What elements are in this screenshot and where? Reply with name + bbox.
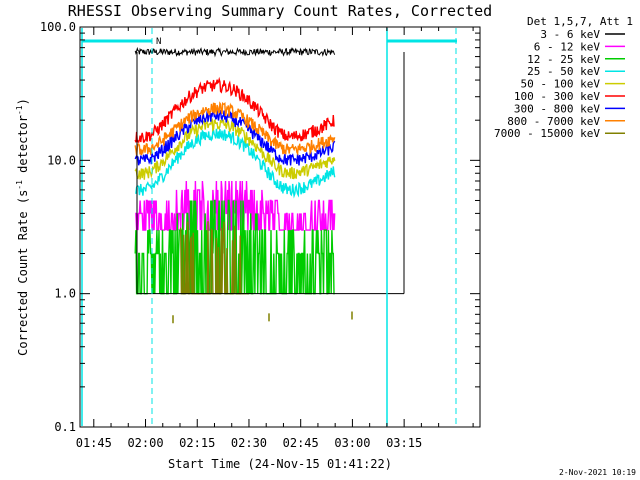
x-tick-label-0: 01:45	[76, 436, 112, 450]
legend-label-2: 12 - 25 keV	[527, 53, 600, 66]
legend-label-6: 300 - 800 keV	[514, 102, 600, 115]
legend-label-0: 3 - 6 keV	[540, 28, 600, 41]
y-tick-label-1: 10.0	[47, 153, 76, 167]
series-6-line	[134, 108, 336, 166]
timestamp: 2-Nov-2021 10:19	[559, 468, 636, 477]
legend-label-1: 6 - 12 keV	[534, 40, 601, 53]
x-tick-label-6: 03:15	[386, 436, 422, 450]
legend-label-4: 50 - 100 keV	[521, 78, 601, 91]
series-1-line	[135, 180, 336, 231]
legend-label-3: 25 - 50 keV	[527, 65, 600, 78]
y-tick-label-2: 1.0	[54, 287, 76, 301]
series-5-line	[134, 76, 335, 144]
legend-header: Det 1,5,7, Att 1	[527, 15, 633, 28]
series-7-line	[134, 101, 336, 156]
legend-label-5: 100 - 300 keV	[514, 90, 600, 103]
series-3-line	[135, 127, 336, 199]
plot-frame	[79, 26, 481, 428]
y-axis: 100.0 10.0 1.0 0.1	[40, 20, 480, 434]
chart-title: RHESSI Observing Summary Count Rates, Co…	[68, 2, 492, 20]
legend-label-7: 800 - 7000 keV	[507, 115, 600, 128]
y-tick-label-0: 100.0	[40, 20, 76, 34]
legend-label-8: 7000 - 15000 keV	[494, 127, 600, 140]
series-layer	[134, 46, 405, 324]
x-axis-label: Start Time (24-Nov-15 01:41:22)	[168, 457, 392, 471]
x-tick-label-1: 02:00	[127, 436, 163, 450]
x-tick-label-3: 02:30	[231, 436, 267, 450]
series-0-line	[134, 46, 336, 58]
x-tick-label-2: 02:15	[179, 436, 215, 450]
y-axis-label: Corrected Count Rate (s-1 detector-1)	[15, 98, 30, 356]
x-tick-label-4: 02:45	[283, 436, 319, 450]
x-tick-label-5: 03:00	[334, 436, 370, 450]
overlay-layer: N	[81, 28, 457, 426]
y-tick-label-3: 0.1	[54, 420, 76, 434]
flag-label-n: N	[156, 37, 161, 47]
series-2-line	[134, 199, 335, 295]
x-axis: 01:45 02:00 02:15 02:30 02:45 03:00 03:15	[76, 27, 474, 450]
